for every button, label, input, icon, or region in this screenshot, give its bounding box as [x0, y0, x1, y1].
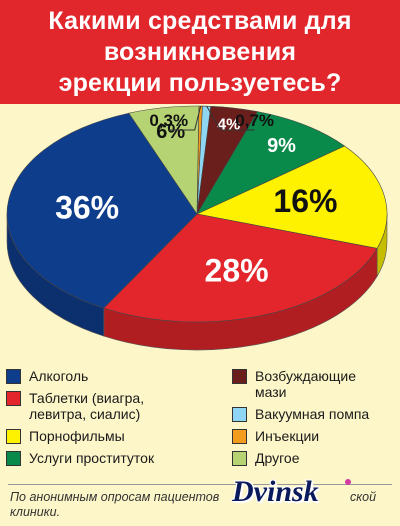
- source-line-1: По анонимным опросам пациентов: [10, 490, 220, 504]
- pie-labels: 4% 9% 16%28% 36% 6%0,3% 0,7%: [55, 105, 337, 289]
- pie-slice-28: [103, 213, 378, 323]
- legend-label: Вакуумная помпа: [255, 406, 370, 422]
- title-banner: Какими средствами для возникновения эрек…: [0, 0, 400, 104]
- legend-swatch: [6, 451, 21, 466]
- data-label-07: 0,7%: [235, 111, 274, 130]
- footer-divider: [8, 484, 392, 485]
- legend-item-pump: Вакуумная помпа: [232, 406, 369, 422]
- legend-item-porn: Порнофильмы: [6, 428, 125, 444]
- legend-item-injections: Инъекции: [232, 428, 319, 444]
- source-line-1-tail: ской: [350, 490, 377, 504]
- leader-line: [168, 105, 202, 131]
- legend-item-pills: Таблетки (виагра, левитра, сиалис): [6, 390, 144, 422]
- source-line-2: клиники.: [10, 505, 61, 519]
- data-label-16: 16%: [273, 183, 337, 219]
- watermark-dot: [345, 479, 351, 485]
- legend-swatch: [232, 407, 247, 422]
- legend-label-line2: мази: [255, 384, 287, 400]
- legend-label: Другое: [255, 450, 300, 466]
- watermark-logo: Dvinsk: [232, 475, 319, 508]
- legend-label: Возбуждающие: [255, 368, 357, 384]
- title-line-1: Какими средствами для: [48, 7, 352, 35]
- legend-item-alcohol: Алкоголь: [6, 368, 88, 384]
- legend-item-other: Другое: [232, 450, 299, 466]
- legend-label: Услуги проституток: [29, 450, 155, 466]
- leader-line: [206, 105, 255, 131]
- data-label-28: 28%: [205, 253, 269, 289]
- legend-label-line2: левитра, сиалис): [29, 406, 141, 422]
- legend-label: Алкоголь: [29, 368, 89, 384]
- data-label-9: 9%: [267, 135, 296, 157]
- pie-slice-9: [196, 111, 346, 215]
- legend-swatch: [6, 369, 21, 384]
- source-note: По анонимным опросам пациентов клиники.: [10, 490, 390, 520]
- legend-label: Инъекции: [255, 428, 320, 444]
- legend-swatch: [232, 429, 247, 444]
- data-label-6: 6%: [156, 121, 185, 143]
- legend-label: Порнофильмы: [29, 428, 125, 444]
- pie-chart: 4% 9% 16% 28% 36% 6% 0,3% 0,7%: [0, 104, 400, 356]
- legend: Алкоголь Таблетки (виагра, левитра, сиал…: [0, 362, 400, 477]
- legend-item-prostitutes: Услуги проституток: [6, 450, 154, 466]
- pie-slice-36: [6, 112, 198, 309]
- legend-label: Таблетки (виагра,: [29, 390, 145, 406]
- pie-chart-svg: 4% 9% 16%28% 36% 6%0,3% 0,7%: [6, 105, 388, 351]
- data-label-03: 0,3%: [149, 111, 188, 130]
- legend-item-ointments: Возбуждающие мази: [232, 368, 356, 400]
- title-line-3: эрекции пользуетесь?: [58, 69, 342, 97]
- legend-swatch: [6, 429, 21, 444]
- pie-slice-6: [128, 105, 200, 215]
- legend-swatch: [232, 451, 247, 466]
- data-label-4: 4%: [217, 117, 240, 134]
- legend-swatch: [6, 391, 21, 406]
- title-line-2: возникновения: [103, 38, 297, 66]
- legend-swatch: [232, 369, 247, 384]
- data-label-36: 36%: [55, 190, 119, 226]
- pie-top: [6, 105, 388, 323]
